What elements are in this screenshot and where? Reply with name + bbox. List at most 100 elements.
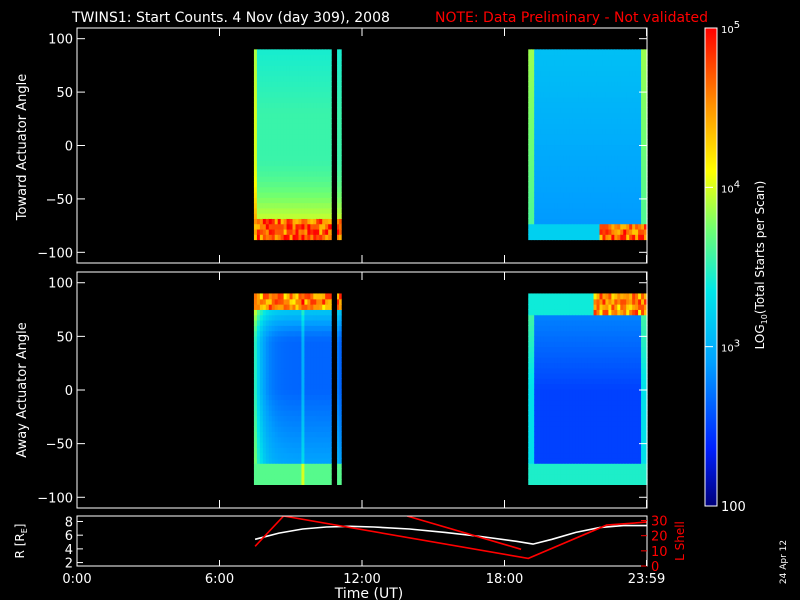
heatmap-cell [620,367,624,374]
heatmap-cell [623,107,627,114]
heatmap-cell [316,54,320,61]
heatmap-cell [310,144,314,151]
heatmap-cell [274,426,279,432]
heatmap-cell [301,415,306,422]
heatmap-cell [537,165,541,172]
heatmap-cell [313,149,317,156]
heatmap-cell [325,362,329,369]
heatmap-cell [587,426,592,432]
heatmap-cell [301,404,306,411]
heatmap-cell [310,86,314,93]
heatmap-cell [590,149,595,156]
heatmap-cell [578,207,583,214]
heatmap-cell [566,452,571,459]
heatmap-cell [316,404,320,411]
heatmap-cell [569,102,574,109]
heatmap-cell [534,149,538,156]
heatmap-cell [259,367,264,374]
heatmap-cell [310,91,314,98]
heatmap-cell [599,479,604,485]
heatmap-cell [566,399,571,406]
heatmap-cell [599,447,604,454]
heatmap-cell [638,112,642,119]
heatmap-cell [584,473,589,480]
heatmap-cell [256,86,261,93]
heatmap-cell [593,96,598,103]
heatmap-cell [534,70,538,77]
heatmap-cell [611,452,615,459]
heatmap-cell [543,415,547,422]
heatmap-cell [641,373,645,379]
heatmap-cell [590,181,595,188]
heatmap-cell [614,54,618,61]
heatmap-cell [641,298,645,305]
heatmap-cell [337,81,340,87]
heatmap-cell [283,139,288,146]
heatmap-cell [620,346,624,353]
heatmap-cell [572,463,577,470]
heatmap-cell [629,367,633,374]
heatmap-cell [268,319,273,326]
heatmap-cell [256,309,261,316]
heatmap-cell [587,96,592,103]
heatmap-cell [554,234,559,241]
heatmap-cell [626,186,630,193]
heatmap-cell [554,86,559,93]
heatmap-cell [313,139,317,146]
heatmap-cell [560,388,565,395]
heatmap-cell [322,426,326,432]
heatmap-cell [337,293,340,300]
heatmap-cell [256,436,261,443]
heatmap-cell [593,59,598,66]
heatmap-cell [554,404,559,411]
heatmap-cell [635,415,639,422]
heatmap-cell [540,468,544,475]
heatmap-cell [265,388,270,395]
heatmap-cell [569,96,574,103]
heatmap-cell [578,197,583,204]
heatmap-cell [626,479,630,485]
heatmap-cell [587,139,592,146]
heatmap-cell [569,479,574,485]
heatmap-cell [599,351,604,358]
heatmap-cell [587,86,592,93]
heatmap-cell [552,223,556,230]
heatmap-cell [528,404,532,411]
heatmap-cell [566,351,571,358]
heatmap-cell [310,123,314,130]
heatmap-cell [286,234,291,241]
heatmap-cell [614,191,618,198]
heatmap-cell [280,75,285,82]
heatmap-cell [578,228,583,235]
heatmap-cell [602,335,607,342]
heatmap-cell [286,181,291,188]
heatmap-cell [626,75,630,82]
heatmap-cell [534,65,538,72]
heatmap-cell [599,309,604,316]
heatmap-cell [605,463,610,470]
heatmap-cell [307,426,311,432]
heatmap-cell [295,367,300,374]
heatmap-cell [337,346,340,353]
heatmap-cell [546,383,550,390]
heatmap-cell [596,139,601,146]
heatmap-cell [620,319,624,326]
heatmap-cell [543,191,547,198]
heatmap-cell [563,304,568,310]
heatmap-cell [319,479,323,485]
heatmap-cell [528,298,532,305]
heatmap-cell [584,362,589,369]
heatmap-cell [253,86,258,93]
heatmap-cell [557,293,562,300]
heatmap-cell [608,149,612,156]
heatmap-cell [322,452,326,459]
heatmap-cell [546,191,550,198]
heatmap-cell [283,394,288,401]
heatmap-cell [337,314,340,321]
heatmap-cell [313,144,317,151]
heatmap-cell [572,49,577,56]
heatmap-cell [286,86,291,93]
heatmap-cell [614,213,618,219]
heatmap-cell [295,107,300,114]
heatmap-cell [635,420,639,427]
